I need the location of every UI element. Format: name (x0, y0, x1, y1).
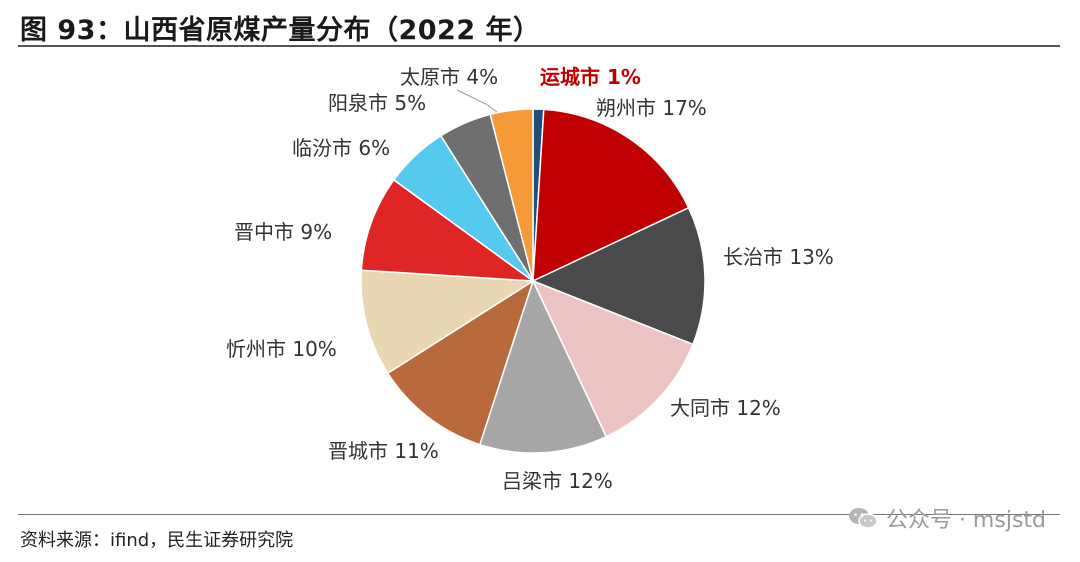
watermark: 公众号 · msjstd (848, 502, 1046, 534)
slice-labels: 运城市 1% 朔州市 17% 长治市 13% 大同市 12% 吕梁市 12% 晋城市 11… (226, 65, 834, 493)
footer-divider (18, 514, 1060, 515)
pie-slice-7 (360, 269, 536, 375)
slice-label-11: 太原市 4% (400, 65, 498, 89)
source-note: 资料来源：ifind，民生证券研究院 (20, 530, 294, 551)
slice-label-1: 运城市 1% (540, 65, 641, 89)
leader-lines (456, 89, 498, 113)
pie-slice-11 (489, 108, 534, 282)
pie-slice-8 (360, 178, 536, 282)
slice-label-7: 忻州市 10% (226, 337, 337, 361)
title-divider (18, 45, 1060, 47)
slice-label-9: 临汾市 6% (292, 136, 390, 160)
pie-slices (360, 108, 706, 454)
watermark-text: 公众号 · msjstd (885, 508, 1046, 533)
slice-label-5: 吕梁市 12% (502, 469, 613, 493)
slice-label-4: 大同市 12% (670, 396, 781, 420)
slice-label-8: 晋中市 9% (234, 220, 332, 244)
pie-slice-6 (386, 279, 535, 446)
slice-label-6: 晋城市 11% (328, 439, 439, 463)
slice-label-3: 长治市 13% (723, 245, 834, 269)
pie-slice-5 (478, 278, 608, 454)
slice-label-10: 阳泉市 5% (328, 91, 426, 115)
wechat-icon (848, 508, 878, 529)
pie-slice-4 (531, 279, 694, 438)
pie-slice-2 (532, 108, 690, 283)
page-title: 图 93：山西省原煤产量分布（2022 年） (20, 15, 541, 46)
slice-label-2: 朔州市 17% (596, 96, 707, 120)
pie-slice-3 (531, 206, 706, 346)
leader-line-taiyuan (456, 89, 498, 113)
